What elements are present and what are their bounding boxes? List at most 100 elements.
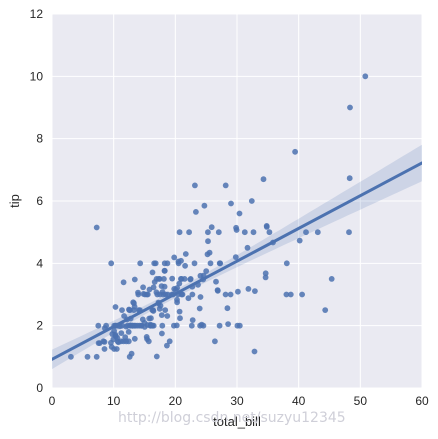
data-point [150,322,157,329]
data-point [131,276,138,283]
regression-line-group [52,161,422,361]
data-point [235,288,241,295]
x-tick-label: 20 [169,394,183,408]
data-point [101,346,108,352]
data-point [250,229,257,236]
data-point [161,276,167,282]
data-point [173,322,180,329]
y-tick-label: 10 [30,69,44,83]
data-point [159,322,166,329]
data-point [245,286,252,292]
data-point [176,280,183,287]
data-point [347,104,353,111]
data-point [192,182,198,189]
x-tick-label: 10 [107,394,121,408]
data-point [188,322,195,329]
data-point [185,295,192,302]
data-point [182,262,189,269]
data-point [203,268,210,274]
data-point [171,254,178,261]
data-point [150,308,157,314]
data-point [125,329,132,335]
data-point [161,267,168,274]
data-point [217,260,224,267]
x-tick-labels: 0 10 20 30 40 50 60 [49,394,429,408]
data-point [144,291,151,298]
data-point [131,335,138,342]
data-point [181,276,188,282]
data-point [137,260,144,267]
data-point [236,322,243,329]
x-tick-label: 0 [49,394,56,408]
data-point [68,353,74,360]
data-point [119,307,125,313]
x-tick-label: 30 [230,394,244,408]
data-point [112,304,119,310]
data-point [232,254,239,260]
data-point [128,350,135,357]
y-tick-label: 2 [36,319,43,333]
data-point [314,229,321,236]
data-point [164,313,171,319]
data-point [236,210,243,217]
data-point [214,287,221,294]
data-point [283,291,290,298]
y-tick-label: 4 [36,256,43,270]
x-tick-label: 50 [354,394,368,408]
data-point [233,227,240,233]
data-point [241,229,248,236]
data-point [201,202,208,209]
data-point [162,307,169,313]
data-point [93,224,100,231]
data-point [131,303,138,310]
data-point [95,322,102,329]
data-point [169,275,176,282]
data-point [93,353,100,360]
data-point [135,291,142,298]
data-point [156,276,163,282]
data-point [283,260,290,267]
data-point [227,291,234,298]
data-point [145,338,152,345]
data-point [164,342,170,349]
y-tick-labels: 0 2 4 6 8 10 12 [30,7,44,395]
data-point [263,224,270,230]
data-point [266,229,273,236]
data-point [161,283,168,290]
data-point [200,322,207,329]
data-point [177,315,183,322]
data-point [262,274,269,281]
data-point [187,276,194,282]
data-point [152,260,159,267]
data-point [206,249,213,256]
data-point [212,338,218,345]
data-point [207,260,214,267]
data-point [113,346,120,352]
data-point [225,321,232,327]
y-tick-label: 6 [36,194,43,208]
data-point [215,229,222,236]
data-point [120,279,127,286]
y-tick-label: 12 [30,7,44,21]
x-tick-label: 40 [292,394,306,408]
y-tick-label: 8 [36,132,43,146]
data-point [148,315,154,322]
data-point [159,330,165,337]
data-point [208,224,215,231]
data-point [251,348,258,355]
data-point [322,307,329,313]
data-point [222,291,229,298]
data-point [216,322,223,329]
data-point [176,229,183,236]
data-point [118,330,125,336]
data-point [205,229,211,236]
watermark: http://blog.csdn.net/suzyu12345 [118,410,346,426]
data-point [186,229,193,236]
data-point [103,322,109,329]
data-point [296,237,303,244]
data-point [248,198,255,204]
data-point [262,270,269,277]
data-point [205,238,211,245]
data-point [125,338,132,345]
